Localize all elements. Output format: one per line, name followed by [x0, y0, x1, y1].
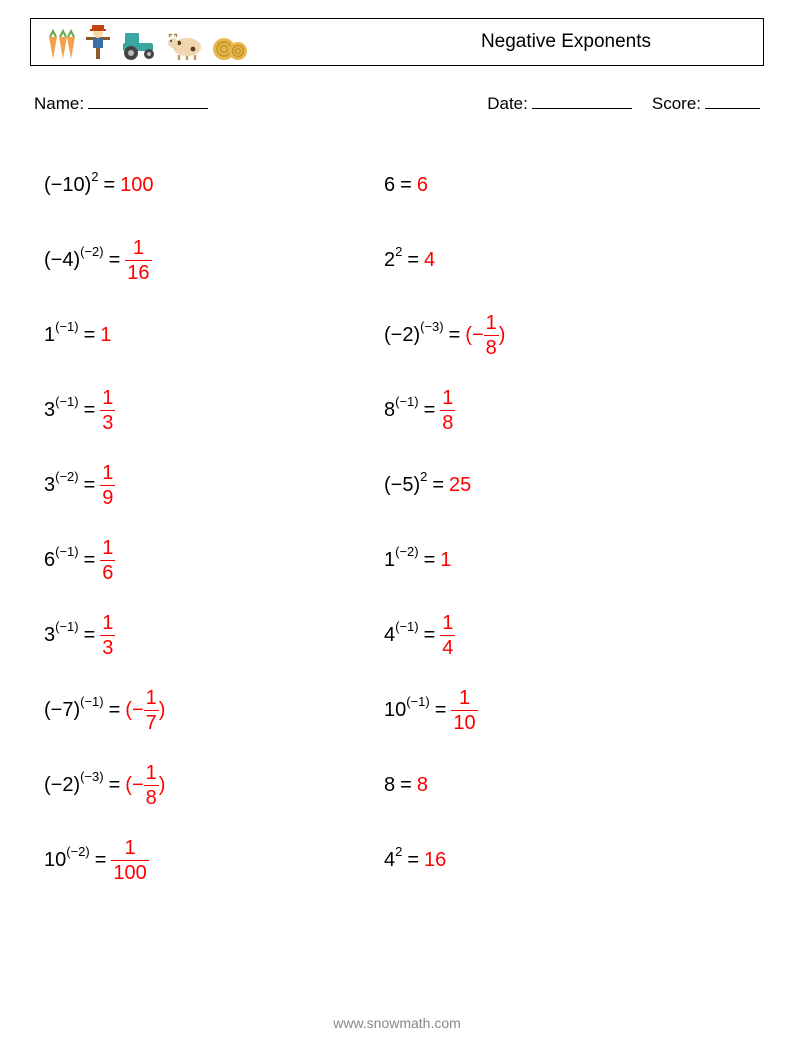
problem-row: 3(−1)=13 — [44, 598, 384, 673]
expression: 4(−1)=14 — [384, 613, 455, 658]
date-label: Date: — [487, 94, 528, 113]
expression: 8=8 — [384, 774, 428, 797]
scarecrow-icon — [83, 23, 113, 61]
problem-row: 22=4 — [384, 223, 764, 298]
expression: (−4)(−2)=116 — [44, 238, 152, 283]
problem-row: 8=8 — [384, 748, 764, 823]
problem-row: (−2)(−3)=(−18) — [384, 298, 764, 373]
problem-row: (−7)(−1)=(−17) — [44, 673, 384, 748]
problem-row: (−4)(−2)=116 — [44, 223, 384, 298]
expression: 1(−2)=1 — [384, 549, 451, 572]
problem-row: 6(−1)=16 — [44, 523, 384, 598]
problem-row: (−10)2=100 — [44, 148, 384, 223]
name-blank[interactable] — [88, 95, 208, 109]
problem-row: 10(−2)=1100 — [44, 823, 384, 898]
expression: 10(−1)=110 — [384, 688, 478, 733]
expression: (−5)2=25 — [384, 474, 471, 497]
problem-row: 1(−1)=1 — [44, 298, 384, 373]
score-blank[interactable] — [705, 95, 760, 109]
problem-row: 3(−1)=13 — [44, 373, 384, 448]
problem-row: (−5)2=25 — [384, 448, 764, 523]
problem-row: 6=6 — [384, 148, 764, 223]
expression: 22=4 — [384, 249, 435, 272]
left-column: (−10)2=100 (−4)(−2)=116 1(−1)=1 3(−1)=13… — [44, 148, 384, 898]
hay-bale-icon — [211, 29, 249, 61]
problem-row: 3(−2)=19 — [44, 448, 384, 523]
header-box: Negative Exponents — [30, 18, 764, 66]
problem-row: 4(−1)=14 — [384, 598, 764, 673]
date-blank[interactable] — [532, 95, 632, 109]
expression: (−7)(−1)=(−17) — [44, 688, 165, 733]
expression: 6=6 — [384, 174, 428, 197]
footer-url: www.snowmath.com — [0, 1015, 794, 1031]
expression: 3(−1)=13 — [44, 613, 115, 658]
right-column: 6=6 22=4 (−2)(−3)=(−18) 8(−1)=18 (−5)2=2… — [384, 148, 764, 898]
meta-row: Name: Date: Score: — [30, 94, 764, 114]
problem-row: (−2)(−3)=(−18) — [44, 748, 384, 823]
expression: 6(−1)=16 — [44, 538, 115, 583]
name-label: Name: — [34, 94, 84, 113]
problem-row: 10(−1)=110 — [384, 673, 764, 748]
cow-icon — [165, 29, 205, 61]
expression: 3(−2)=19 — [44, 463, 115, 508]
date-field: Date: — [487, 94, 632, 114]
tractor-icon — [119, 27, 159, 61]
expression: (−2)(−3)=(−18) — [384, 313, 505, 358]
expression: 1(−1)=1 — [44, 324, 111, 347]
expression: 10(−2)=1100 — [44, 838, 149, 883]
icon-strip — [43, 23, 249, 61]
expression: (−2)(−3)=(−18) — [44, 763, 165, 808]
expression: 3(−1)=13 — [44, 388, 115, 433]
worksheet-title: Negative Exponents — [481, 31, 751, 53]
score-label: Score: — [652, 94, 701, 113]
problem-row: 1(−2)=1 — [384, 523, 764, 598]
name-field: Name: — [34, 94, 208, 114]
problems-grid: (−10)2=100 (−4)(−2)=116 1(−1)=1 3(−1)=13… — [30, 148, 764, 898]
carrots-icon — [43, 25, 77, 61]
expression: 42=16 — [384, 849, 446, 872]
worksheet-page: Negative Exponents Name: Date: Score: (−… — [0, 0, 794, 1053]
expression: (−10)2=100 — [44, 174, 154, 197]
score-field: Score: — [652, 94, 760, 114]
expression: 8(−1)=18 — [384, 388, 455, 433]
problem-row: 8(−1)=18 — [384, 373, 764, 448]
problem-row: 42=16 — [384, 823, 764, 898]
